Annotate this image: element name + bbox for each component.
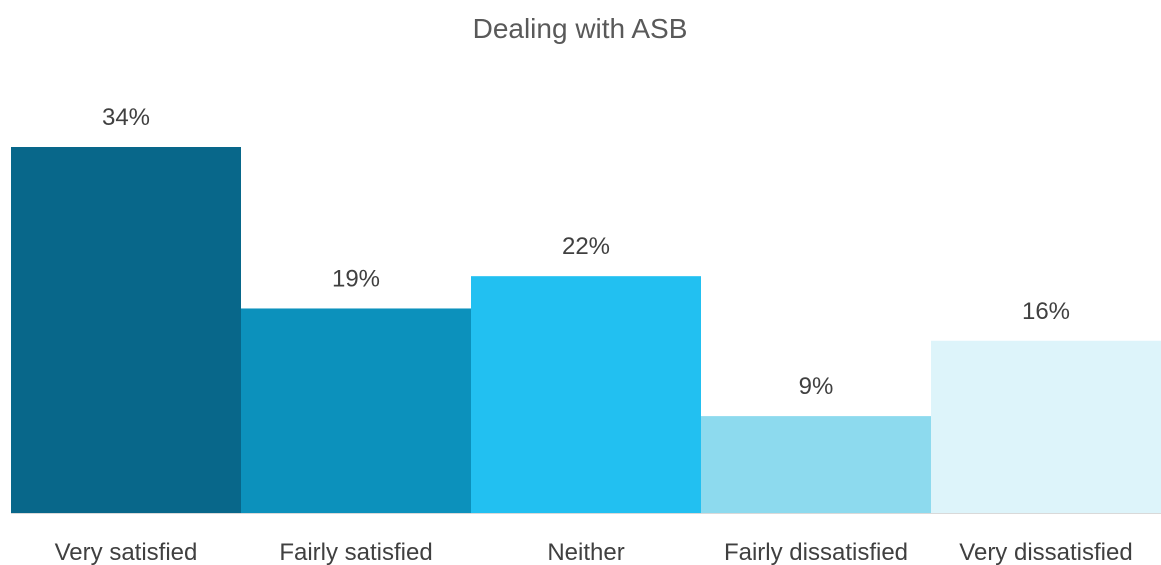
data-label-fairly-dissatisfied: 9% — [799, 373, 834, 400]
x-tick-label-neither: Neither — [547, 539, 624, 565]
x-tick-label-fairly-dissatisfied: Fairly dissatisfied — [724, 539, 908, 565]
data-label-fairly-satisfied: 19% — [332, 265, 380, 292]
data-label-neither: 22% — [562, 233, 610, 260]
x-tick-label-fairly-satisfied: Fairly satisfied — [279, 539, 432, 565]
bar-very-dissatisfied — [931, 340, 1161, 513]
bar-fairly-dissatisfied — [701, 416, 931, 513]
data-labels-group: 34% 19% 22% 9% 16% — [102, 104, 1070, 400]
x-tick-label-very-dissatisfied: Very dissatisfied — [959, 539, 1132, 565]
x-tick-label-very-satisfied: Very satisfied — [55, 539, 198, 565]
bar-neither — [471, 276, 701, 513]
data-label-very-satisfied: 34% — [102, 104, 150, 131]
data-label-very-dissatisfied: 16% — [1022, 298, 1070, 325]
bar-very-satisfied — [11, 147, 241, 513]
bar-fairly-satisfied — [241, 308, 471, 513]
x-tick-labels-group: Very satisfied Fairly satisfied Neither Fai… — [55, 539, 1133, 565]
chart-title: Dealing with ASB — [473, 13, 688, 44]
bars-group — [11, 147, 1161, 513]
